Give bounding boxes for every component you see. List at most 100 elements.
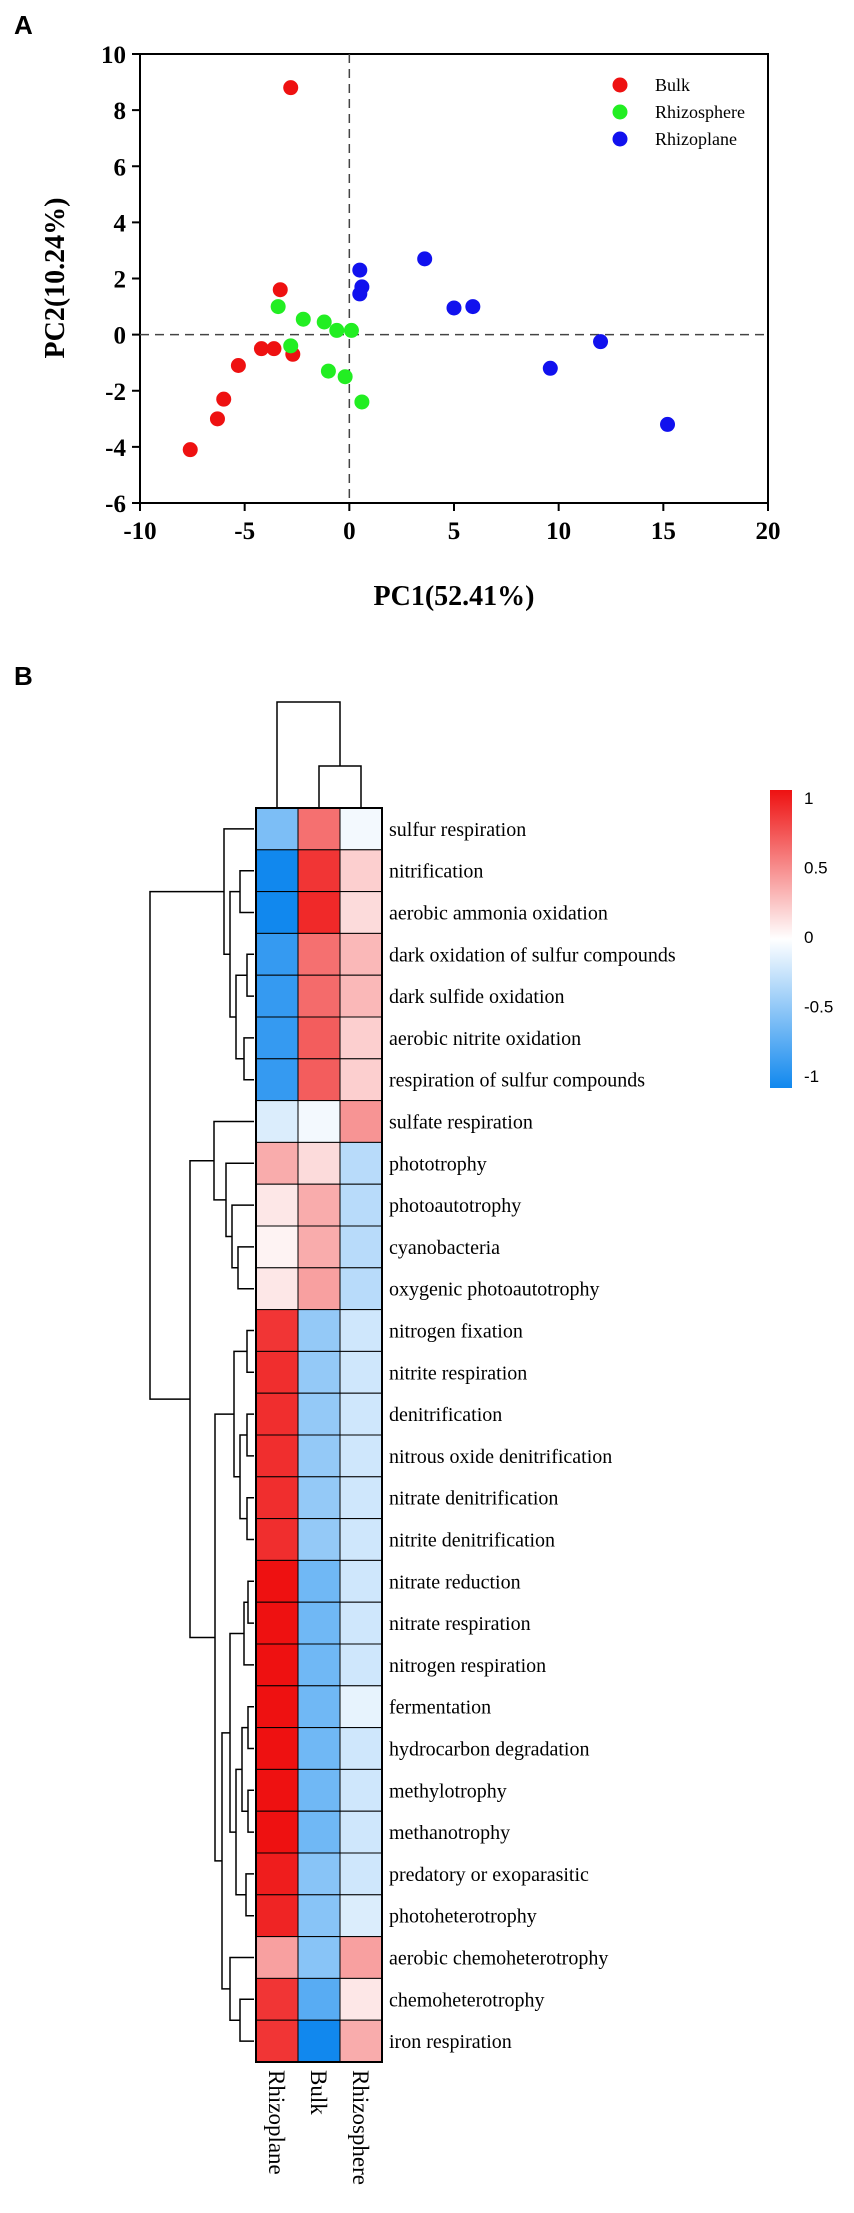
heatmap-cell [297,891,341,934]
column-dendrogram [276,701,362,808]
heatmap-row-label: sulfate respiration [389,1112,533,1134]
heatmap-cell [255,1183,299,1227]
legend-label-bulk: Bulk [655,75,690,95]
heatmap-cell [297,849,341,893]
row-dendrogram-branch [247,1705,254,1750]
row-dendrogram-branch [229,890,240,1018]
heatmap-row-label: nitrite respiration [389,1362,527,1384]
pca-point-bulk [272,282,288,298]
heatmap-cell [339,1518,383,1561]
heatmap-cell [339,1350,383,1394]
heatmap: sulfur respiration nitrification aerobic a… [149,701,833,2185]
heatmap-cell [255,1267,299,1311]
heatmap-cell [297,1936,341,1979]
row-dendrogram-branch [231,1204,254,1269]
row-dendrogram-branch [246,1329,254,1374]
panel-a-label: A [14,10,33,40]
heatmap-frame [255,807,383,2063]
heatmap-row-label: aerobic nitrite oxidation [389,1028,581,1050]
heatmap-cell [339,1183,383,1227]
row-dendrogram-branch [237,1246,254,1290]
heatmap-cell [297,1810,341,1854]
heatmap-row-label: photoautotrophy [389,1195,521,1217]
heatmap-cell [255,1685,299,1729]
pca-point-bulk [253,341,269,357]
pca-point-rhizoplane [465,299,481,315]
heatmap-cell [339,1058,383,1102]
heatmap-row-label: nitrate respiration [389,1613,531,1635]
heatmap-cell [339,1267,383,1311]
heatmap-cell [297,1183,341,1227]
heatmap-cell [255,1309,299,1352]
row-dendrogram-branch [247,1789,254,1833]
heatmap-cell [255,2019,299,2063]
heatmap-cell [297,1643,341,1687]
column-dendrogram-branch [276,701,341,808]
pca-y-tick-label: 6 [114,154,127,181]
heatmap-cell [339,1727,383,1770]
pca-x-tick-label: 0 [343,518,356,545]
heatmap-column-label: Bulk [306,2070,331,2115]
heatmap-cell [339,932,383,976]
pca-legend: Bulk Rhizosphere Rhizoplane [612,75,745,149]
pca-point-rhizosphere [337,369,353,385]
row-dendrogram-branch [246,1496,254,1541]
heatmap-cell [297,1685,341,1729]
heatmap-cell [339,1100,383,1143]
heatmap-row-label: dark oxidation of sulfur compounds [389,944,676,966]
heatmap-cell [255,1727,299,1770]
pca-point-rhizoplane [542,360,558,376]
pca-point-rhizoplane [352,262,368,278]
heatmap-cell [297,1727,341,1770]
row-dendrogram-branch [189,1159,215,1639]
heatmap-cell [255,1141,299,1185]
heatmap-cell [339,1476,383,1520]
pca-y-axis-title: PC2(10.24%) [40,198,71,359]
pca-point-bulk [283,80,299,96]
heatmap-cell [339,1559,383,1603]
pca-point-bulk [266,341,282,357]
heatmap-cell [255,1643,299,1687]
heatmap-row-label: aerobic ammonia oxidation [389,903,608,925]
heatmap-cell [297,1977,341,2021]
heatmap-row-label: denitrification [389,1404,502,1426]
heatmap-cell [255,1936,299,1979]
panel-b-label: B [14,661,33,691]
heatmap-row-label: aerobic chemoheterotrophy [389,1948,608,1970]
heatmap-cell [297,1476,341,1520]
pca-points [182,80,676,458]
heatmap-cell [297,1852,341,1896]
pca-y-tick-label: 10 [101,42,126,69]
heatmap-row-label: nitrification [389,861,483,883]
row-dendrogram-branch [239,869,254,914]
heatmap-row-labels: sulfur respiration nitrification aerobic a… [389,819,676,2053]
heatmap-cell [339,1685,383,1729]
heatmap-cell [339,1225,383,1269]
heatmap-cells [255,807,383,2063]
heatmap-cell [297,1392,341,1436]
heatmap-cell [297,1309,341,1352]
heatmap-row-label: fermentation [389,1697,491,1719]
heatmap-cell [255,1016,299,1060]
heatmap-cell [255,1476,299,1520]
row-dendrogram-branch [235,974,247,1060]
pca-point-rhizosphere [283,338,299,354]
heatmap-column-label: Rhizosphere [348,2070,373,2185]
row-dendrogram-branch [245,1873,254,1917]
legend-marker-bulk [612,77,628,93]
pca-y-axis-ticks: -6 -4 -2 0 2 4 6 8 10 [101,42,140,518]
heatmap-cell [255,1434,299,1478]
heatmap-cell [339,1601,383,1645]
heatmap-row-label: nitrate denitrification [389,1488,558,1510]
heatmap-cell [339,2019,383,2063]
heatmap-cell [339,1309,383,1352]
heatmap-cell [339,1894,383,1938]
pca-point-rhizosphere [354,394,370,410]
pca-point-rhizosphere [320,363,336,379]
heatmap-cell [255,1225,299,1269]
pca-x-axis-title: PC1(52.41%) [374,581,535,612]
heatmap-cell [297,2019,341,2063]
heatmap-row-label: iron respiration [389,2031,512,2053]
row-dendrogram [149,828,254,2042]
row-dendrogram-branch [214,1413,234,1862]
